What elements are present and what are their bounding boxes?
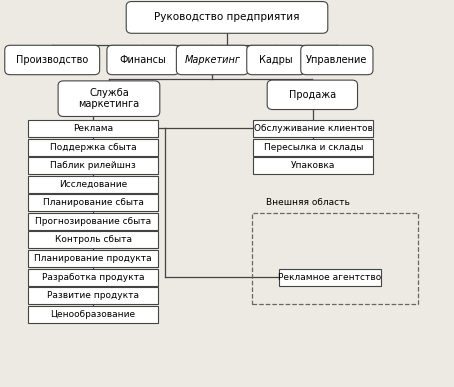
Text: Продажа: Продажа	[289, 90, 336, 100]
Text: Прогнозирование сбыта: Прогнозирование сбыта	[35, 217, 151, 226]
Bar	[28, 120, 158, 137]
FancyBboxPatch shape	[107, 45, 179, 75]
Text: Рекламное агентство: Рекламное агентство	[278, 272, 381, 282]
Text: Финансы: Финансы	[120, 55, 166, 65]
Bar	[28, 157, 158, 174]
Bar	[28, 213, 158, 230]
Bar	[28, 231, 158, 248]
FancyBboxPatch shape	[267, 80, 357, 110]
Bar	[279, 269, 380, 286]
Text: Реклама: Реклама	[73, 124, 113, 133]
Text: Служба
маркетинга: Служба маркетинга	[79, 88, 139, 110]
Text: Контроль сбыта: Контроль сбыта	[54, 235, 132, 245]
Bar	[253, 120, 373, 137]
Text: Разработка продукта: Разработка продукта	[42, 272, 144, 282]
Text: Кадры: Кадры	[259, 55, 293, 65]
Text: Обслуживание клиентов: Обслуживание клиентов	[254, 124, 373, 133]
FancyBboxPatch shape	[58, 81, 160, 116]
FancyBboxPatch shape	[247, 45, 306, 75]
Text: Производство: Производство	[16, 55, 89, 65]
Bar	[28, 139, 158, 156]
Bar	[28, 269, 158, 286]
Bar	[253, 139, 373, 156]
FancyBboxPatch shape	[5, 45, 100, 75]
Text: Руководство предприятия: Руководство предприятия	[154, 12, 300, 22]
Bar	[28, 194, 158, 211]
Bar	[28, 306, 158, 323]
Text: Развитие продукта: Развитие продукта	[47, 291, 139, 300]
FancyBboxPatch shape	[301, 45, 373, 75]
Text: Поддержка сбыта: Поддержка сбыта	[50, 142, 136, 152]
Text: Упаковка: Упаковка	[291, 161, 336, 170]
Text: Ценообразование: Ценообразование	[50, 310, 136, 319]
FancyBboxPatch shape	[177, 45, 249, 75]
Text: Маркетинг: Маркетинг	[184, 55, 241, 65]
FancyBboxPatch shape	[126, 2, 328, 33]
Text: Внешняя область: Внешняя область	[266, 198, 350, 207]
Text: Исследование: Исследование	[59, 180, 127, 189]
Bar	[252, 213, 418, 304]
Text: Планирование продукта: Планирование продукта	[34, 254, 152, 263]
Text: Управление: Управление	[306, 55, 368, 65]
Bar	[28, 250, 158, 267]
Text: Пересылка и склады: Пересылка и склады	[264, 142, 363, 152]
Bar	[253, 157, 373, 174]
Text: Планирование сбыта: Планирование сбыта	[43, 198, 143, 207]
Text: Паблик рилейшнз: Паблик рилейшнз	[50, 161, 136, 170]
Bar	[28, 287, 158, 304]
Bar	[28, 176, 158, 193]
